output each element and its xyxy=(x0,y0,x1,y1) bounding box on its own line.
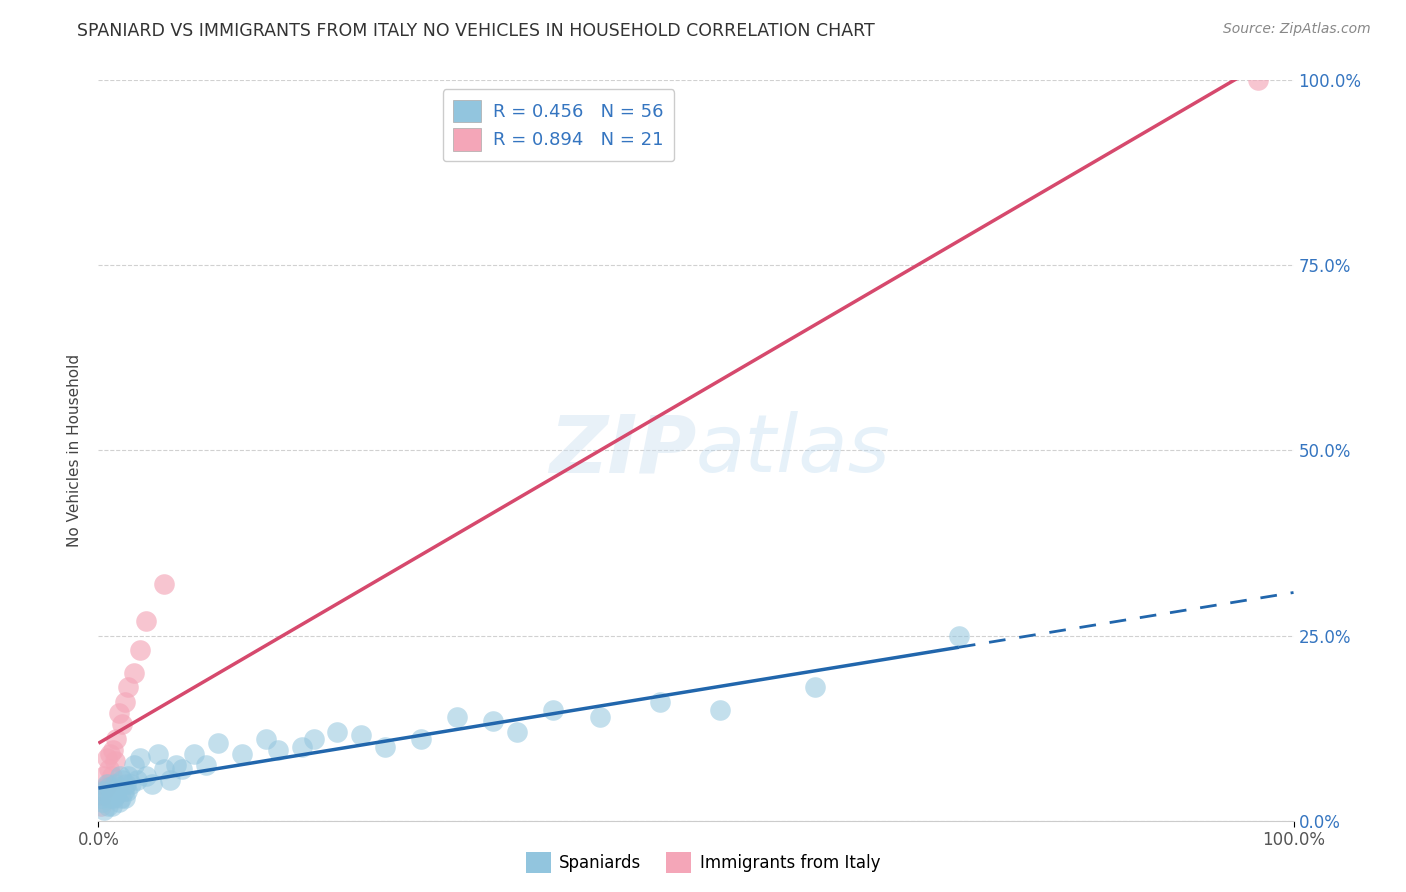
Point xyxy=(129,750,152,764)
Point xyxy=(709,703,731,717)
Point xyxy=(650,695,672,709)
Point xyxy=(350,729,373,743)
Point xyxy=(107,780,129,795)
Point xyxy=(291,739,314,754)
Point xyxy=(117,769,139,783)
Point xyxy=(541,703,564,717)
Point xyxy=(374,739,396,754)
Y-axis label: No Vehicles in Household: No Vehicles in Household xyxy=(67,354,83,547)
Point xyxy=(100,769,122,783)
Point xyxy=(231,747,253,761)
Point xyxy=(91,788,114,802)
Point xyxy=(1247,73,1270,87)
Point xyxy=(94,788,117,802)
Point xyxy=(165,758,187,772)
Legend: Spaniards, Immigrants from Italy: Spaniards, Immigrants from Italy xyxy=(519,846,887,880)
Point xyxy=(98,791,122,805)
Point xyxy=(159,772,181,787)
Point xyxy=(105,788,128,802)
Point xyxy=(125,772,148,787)
Point xyxy=(111,717,134,731)
Point xyxy=(101,784,124,798)
Point xyxy=(93,769,115,783)
Point xyxy=(129,643,152,657)
Point xyxy=(506,724,529,739)
Point xyxy=(90,791,112,805)
Point xyxy=(107,795,129,809)
Point xyxy=(254,732,277,747)
Point xyxy=(195,758,218,772)
Point xyxy=(141,776,163,791)
Point xyxy=(104,755,127,769)
Point xyxy=(153,762,176,776)
Point xyxy=(183,747,205,761)
Point xyxy=(112,784,135,798)
Point xyxy=(120,776,142,791)
Point xyxy=(103,791,125,805)
Point xyxy=(302,732,325,747)
Point xyxy=(91,784,114,798)
Point xyxy=(446,710,468,724)
Point xyxy=(589,710,612,724)
Point xyxy=(148,747,170,761)
Point xyxy=(111,772,134,787)
Point xyxy=(207,736,229,750)
Point xyxy=(98,780,121,795)
Text: SPANIARD VS IMMIGRANTS FROM ITALY NO VEHICLES IN HOUSEHOLD CORRELATION CHART: SPANIARD VS IMMIGRANTS FROM ITALY NO VEH… xyxy=(77,22,875,40)
Point xyxy=(110,791,132,805)
Text: ZIP: ZIP xyxy=(548,411,696,490)
Point xyxy=(482,714,505,728)
Point xyxy=(267,743,290,757)
Point xyxy=(91,795,114,809)
Point xyxy=(115,784,138,798)
Legend: R = 0.456   N = 56, R = 0.894   N = 21: R = 0.456 N = 56, R = 0.894 N = 21 xyxy=(443,89,675,161)
Point xyxy=(411,732,433,747)
Text: Source: ZipAtlas.com: Source: ZipAtlas.com xyxy=(1223,22,1371,37)
Point xyxy=(93,803,115,817)
Point xyxy=(804,681,827,695)
Point xyxy=(135,769,157,783)
Point xyxy=(108,769,131,783)
Point xyxy=(326,724,349,739)
Point xyxy=(153,576,176,591)
Point xyxy=(90,798,112,813)
Point xyxy=(114,791,136,805)
Point xyxy=(97,798,120,813)
Point xyxy=(97,776,120,791)
Point xyxy=(107,706,129,721)
Point xyxy=(94,780,117,795)
Point xyxy=(135,614,157,628)
Point xyxy=(124,758,146,772)
Point xyxy=(948,628,970,642)
Point xyxy=(105,732,128,747)
Point xyxy=(98,747,122,761)
Point xyxy=(101,743,124,757)
Point xyxy=(115,776,138,791)
Point xyxy=(117,681,139,695)
Point xyxy=(96,776,118,791)
Point xyxy=(98,762,121,776)
Point xyxy=(96,750,118,764)
Point xyxy=(114,695,136,709)
Text: atlas: atlas xyxy=(696,411,891,490)
Point xyxy=(104,776,127,791)
Point xyxy=(124,665,146,680)
Point xyxy=(100,798,122,813)
Point xyxy=(172,762,194,776)
